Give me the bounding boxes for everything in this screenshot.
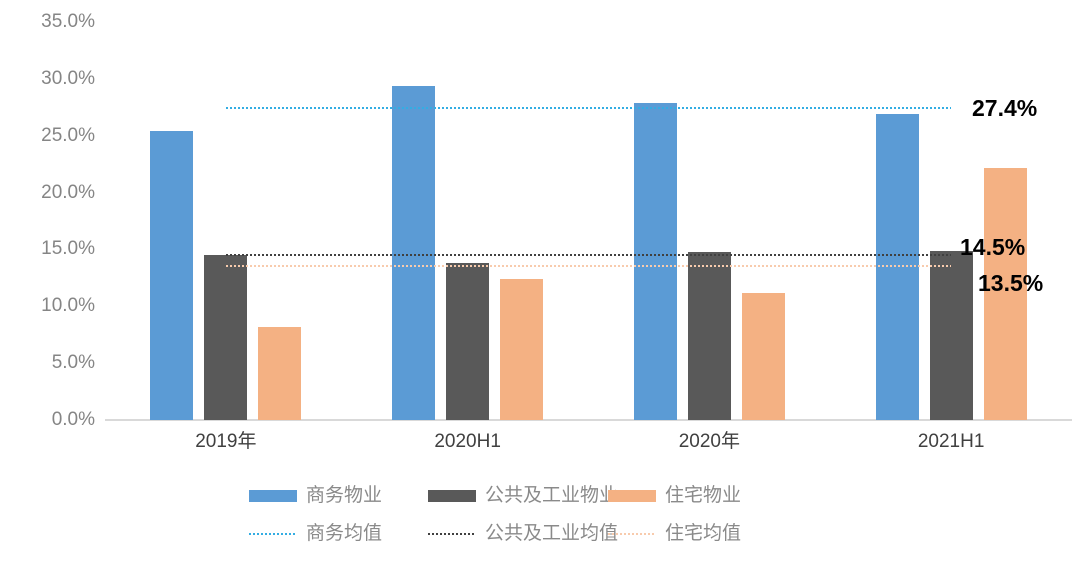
y-tick-label: 30.0% bbox=[41, 67, 95, 89]
y-tick-label: 0.0% bbox=[51, 409, 95, 430]
bar-series0-group2 bbox=[633, 102, 677, 420]
legend-item-avg-1: 公共及工业均值 bbox=[428, 524, 618, 544]
average-line-1 bbox=[225, 254, 952, 257]
legend-bar-swatch bbox=[249, 490, 297, 502]
legend-label: 公共及工业物业 bbox=[485, 485, 619, 506]
legend-bar-swatch bbox=[428, 490, 476, 502]
legend-dotted-line-swatch bbox=[428, 533, 476, 535]
bar-series1-group3 bbox=[929, 250, 973, 420]
legend-label: 公共及工业均值 bbox=[485, 523, 619, 544]
bar-series2-group0 bbox=[258, 326, 302, 420]
legend-item-avg-0: 商务均值 bbox=[249, 524, 428, 544]
y-tick-label: 15.0% bbox=[41, 238, 95, 260]
bar-series1-group1 bbox=[446, 263, 490, 420]
legend-row-averages: 商务均值 公共及工业均值 住宅均值 bbox=[249, 524, 741, 544]
legend-label: 住宅物业 bbox=[665, 485, 742, 506]
bar-series2-group2 bbox=[741, 292, 785, 420]
x-axis-label: 2020H1 bbox=[434, 431, 501, 452]
x-axis-label: 2021H1 bbox=[917, 431, 985, 452]
x-axis-label: 2019年 bbox=[195, 431, 257, 452]
y-tick-label: 20.0% bbox=[41, 181, 95, 203]
bar-series1-group0 bbox=[204, 255, 248, 420]
legend-row-series: 商务物业 公共及工业物业 住宅物业 bbox=[249, 486, 741, 506]
legend-label: 商务物业 bbox=[306, 485, 383, 506]
bar-series2-group3 bbox=[983, 167, 1027, 420]
legend-item-series-1: 公共及工业物业 bbox=[428, 486, 618, 506]
legend-item-series-2: 住宅物业 bbox=[608, 486, 741, 506]
average-annotation-0: 27.4% bbox=[972, 95, 1038, 122]
x-axis-label: 2020年 bbox=[678, 431, 741, 452]
average-annotation-1: 14.5% bbox=[960, 234, 1026, 261]
y-tick-label: 35.0% bbox=[41, 11, 95, 32]
bar-series1-group2 bbox=[687, 251, 731, 420]
legend-label: 住宅均值 bbox=[665, 523, 742, 544]
average-line-2 bbox=[225, 265, 952, 268]
y-tick-label: 5.0% bbox=[51, 352, 95, 374]
y-tick-label: 10.0% bbox=[41, 295, 95, 317]
average-annotation-2: 13.5% bbox=[978, 270, 1044, 297]
bar-series0-group0 bbox=[150, 131, 194, 420]
y-tick-label: 25.0% bbox=[41, 124, 95, 146]
legend-dotted-line-swatch bbox=[608, 533, 656, 535]
legend-item-avg-2: 住宅均值 bbox=[608, 524, 741, 544]
legend-label: 商务均值 bbox=[306, 523, 383, 544]
bar-series2-group1 bbox=[500, 278, 544, 420]
x-axis-baseline bbox=[105, 419, 1072, 421]
legend-dotted-line-swatch bbox=[249, 533, 297, 535]
average-line-0 bbox=[225, 107, 952, 110]
legend-item-series-0: 商务物业 bbox=[249, 486, 428, 506]
bar-series0-group1 bbox=[392, 85, 436, 420]
legend-bar-swatch bbox=[608, 490, 656, 502]
